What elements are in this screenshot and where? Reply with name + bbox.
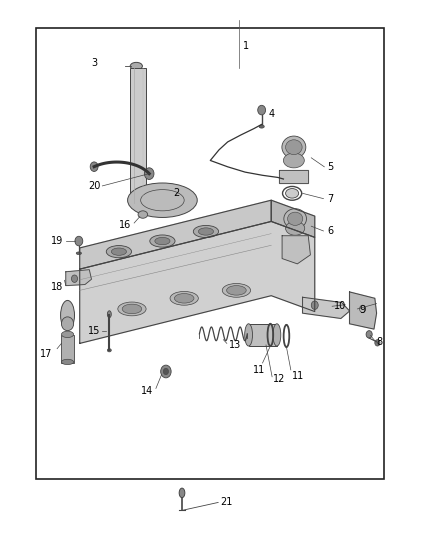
Polygon shape (80, 200, 271, 269)
Text: 5: 5 (327, 162, 333, 172)
Circle shape (258, 106, 265, 115)
Text: 7: 7 (327, 193, 333, 204)
Ellipse shape (170, 292, 198, 305)
Ellipse shape (284, 209, 307, 229)
Ellipse shape (259, 125, 264, 128)
Ellipse shape (288, 212, 303, 225)
Text: 2: 2 (173, 188, 180, 198)
Ellipse shape (283, 153, 304, 168)
Ellipse shape (198, 228, 213, 235)
Ellipse shape (150, 235, 175, 247)
Ellipse shape (222, 284, 251, 297)
Ellipse shape (76, 252, 81, 255)
Ellipse shape (286, 140, 302, 155)
Ellipse shape (61, 359, 74, 365)
Ellipse shape (226, 286, 246, 295)
Ellipse shape (286, 189, 299, 198)
Text: 6: 6 (327, 226, 333, 236)
Circle shape (90, 162, 98, 172)
Text: 14: 14 (141, 386, 153, 396)
Text: 4: 4 (269, 109, 275, 119)
Ellipse shape (286, 221, 305, 235)
Text: 19: 19 (51, 236, 63, 246)
Ellipse shape (174, 294, 194, 303)
Circle shape (375, 340, 380, 346)
Ellipse shape (193, 225, 219, 238)
Text: 12: 12 (273, 374, 286, 384)
Circle shape (161, 365, 171, 378)
Ellipse shape (111, 248, 127, 255)
Text: 10: 10 (334, 301, 346, 311)
Polygon shape (350, 292, 377, 329)
Ellipse shape (179, 488, 185, 498)
Ellipse shape (61, 331, 74, 337)
Polygon shape (303, 297, 350, 318)
Ellipse shape (282, 136, 306, 158)
Polygon shape (271, 200, 315, 237)
Text: 11: 11 (253, 365, 265, 375)
Circle shape (366, 330, 372, 338)
Ellipse shape (138, 211, 148, 218)
Ellipse shape (155, 237, 170, 245)
Text: 3: 3 (91, 59, 97, 68)
Ellipse shape (245, 324, 253, 346)
Ellipse shape (118, 302, 146, 316)
Ellipse shape (61, 317, 74, 330)
Text: 18: 18 (51, 281, 63, 292)
Polygon shape (279, 170, 308, 183)
Polygon shape (66, 270, 92, 286)
Circle shape (145, 168, 154, 180)
Text: 11: 11 (292, 372, 304, 382)
Text: 1: 1 (243, 42, 249, 52)
Text: 17: 17 (40, 349, 53, 359)
Text: 8: 8 (377, 337, 383, 347)
Ellipse shape (107, 349, 111, 352)
Ellipse shape (122, 304, 142, 314)
Text: 13: 13 (229, 340, 241, 350)
Bar (130, 68, 146, 203)
Bar (61, 335, 74, 363)
Circle shape (163, 368, 169, 375)
Circle shape (75, 236, 83, 246)
Circle shape (311, 301, 318, 310)
Ellipse shape (273, 324, 281, 346)
Circle shape (71, 275, 78, 282)
Text: 20: 20 (88, 181, 101, 191)
Ellipse shape (60, 301, 74, 330)
Ellipse shape (127, 183, 197, 217)
Polygon shape (80, 221, 315, 343)
Ellipse shape (130, 62, 142, 70)
Ellipse shape (106, 246, 131, 258)
Polygon shape (282, 236, 311, 264)
Text: 9: 9 (359, 305, 365, 315)
Ellipse shape (107, 311, 111, 318)
Bar (249, 324, 277, 346)
Text: 15: 15 (88, 326, 101, 336)
Text: 21: 21 (220, 497, 233, 507)
Text: 16: 16 (119, 220, 131, 230)
